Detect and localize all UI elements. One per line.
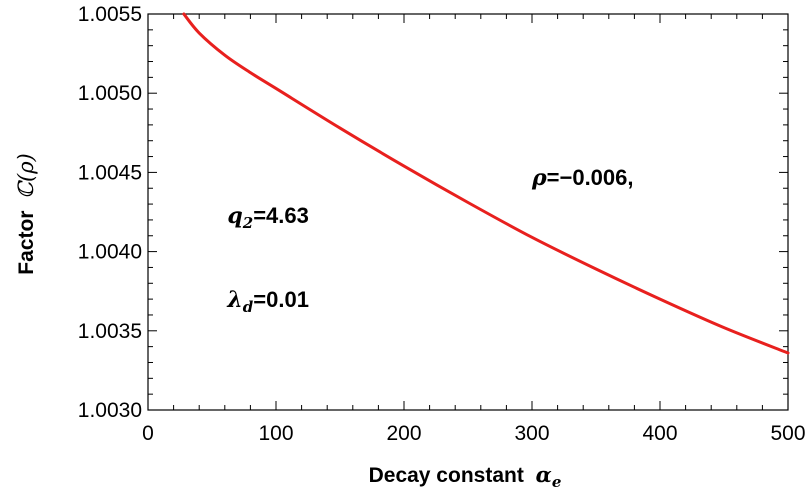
x-tick-label: 300 <box>514 422 549 445</box>
y-tick-label: 1.0045 <box>78 161 142 184</box>
annotation-label: ρ=−0.006, <box>531 165 634 191</box>
x-axis-title: Decay constant αe <box>369 462 562 491</box>
series-line <box>182 12 790 355</box>
x-tick-label: 400 <box>642 422 677 445</box>
plot-frame <box>147 13 789 411</box>
x-tick-label: 100 <box>258 422 293 445</box>
y-tick-label: 1.0040 <box>78 241 142 264</box>
y-tick-label: 1.0035 <box>78 320 142 343</box>
plot-border <box>147 13 789 411</box>
y-axis-title: Factor ℂ(ρ) <box>14 153 38 274</box>
x-tick-label: 0 <box>142 422 154 445</box>
annotation-label: λd=0.01 <box>226 287 309 316</box>
axis-ticks: 0 100 200 300 400 500 1.0030 1.0035 1.0040 1.0045… <box>78 3 806 445</box>
series-group <box>182 12 790 355</box>
y-tick-label: 1.0050 <box>78 82 142 105</box>
annotation-label: q2=4.63 <box>227 203 308 232</box>
x-tick-label: 500 <box>770 422 805 445</box>
y-tick-label: 1.0055 <box>78 3 142 26</box>
annotations: ρ=−0.006, q2=4.63 λd=0.01 <box>226 165 633 316</box>
y-tick-label: 1.0030 <box>78 399 142 422</box>
x-tick-label: 200 <box>386 422 421 445</box>
